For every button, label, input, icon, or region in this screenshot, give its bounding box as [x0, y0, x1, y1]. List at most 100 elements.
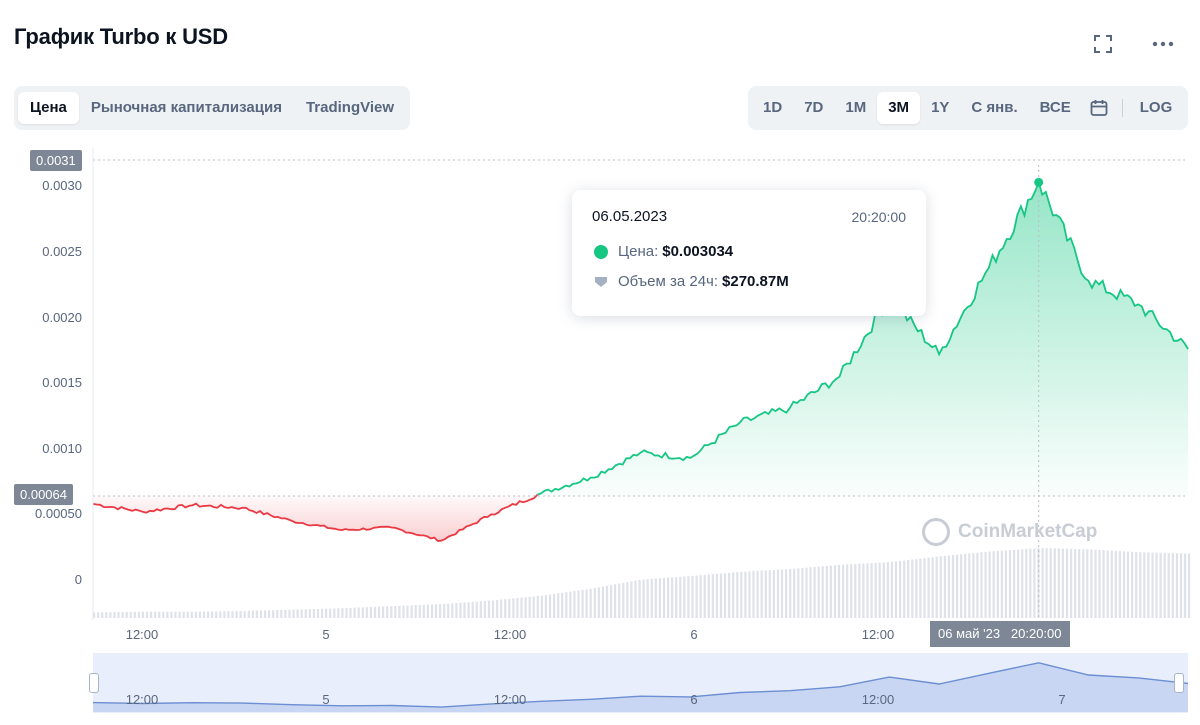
volume-bar — [1037, 548, 1040, 618]
volume-bar — [101, 612, 104, 618]
y-tick-label: 0.0015 — [42, 375, 82, 391]
volume-bar — [874, 562, 877, 618]
volume-bar — [565, 592, 568, 618]
navigator — [92, 653, 1189, 713]
volume-bar — [723, 573, 727, 618]
x-tick-label: 5 — [322, 627, 330, 642]
volume-bar — [992, 551, 995, 618]
volume-bar — [634, 580, 637, 618]
volume-bar — [988, 551, 991, 618]
volume-bar — [190, 611, 193, 618]
line-down-0 — [92, 494, 539, 542]
more-dots-icon[interactable] — [1151, 32, 1175, 56]
volume-bar — [93, 612, 96, 618]
volume-bar — [1013, 549, 1016, 618]
range-1d[interactable]: 1D — [763, 99, 783, 116]
volume-bar — [622, 582, 625, 618]
volume-bar — [491, 600, 495, 618]
volume-bar — [748, 571, 751, 618]
area-down-0 — [93, 494, 538, 541]
range-all[interactable]: ВСЕ — [1039, 99, 1071, 116]
navigator-tick-label: 12:00 — [125, 692, 159, 707]
volume-bar — [1135, 552, 1138, 618]
volume-bar — [597, 587, 600, 618]
volume-bar — [345, 608, 348, 618]
navigator-tick-label: 7 — [1058, 692, 1066, 707]
volume-bar — [243, 611, 246, 618]
volume-bar — [329, 608, 332, 618]
volume-bar — [418, 605, 421, 618]
navigator-tick-label: 5 — [322, 692, 330, 707]
volume-bar — [361, 607, 364, 618]
calendar-icon[interactable] — [1082, 99, 1116, 117]
volume-bar — [394, 606, 397, 618]
volume-bar — [752, 571, 755, 618]
range-divider — [1121, 99, 1123, 117]
expand-icon[interactable] — [1091, 32, 1115, 56]
range-3m[interactable]: 3M — [877, 92, 921, 124]
volume-bar — [813, 567, 816, 618]
navigator-left-handle[interactable] — [89, 673, 99, 693]
volume-bar — [219, 611, 222, 618]
volume-bar — [341, 608, 344, 618]
volume-bar — [479, 601, 482, 618]
volume-bar — [801, 568, 804, 618]
navigator-tick-label: 12:00 — [493, 692, 527, 707]
volume-bar — [736, 572, 739, 618]
tooltip-volume-label: Объем за 24ч: — [618, 273, 719, 290]
volume-bar — [980, 552, 983, 618]
volume-bar — [1126, 551, 1130, 618]
tooltip-price-label: Цена: — [618, 243, 659, 260]
volume-bar — [943, 555, 946, 618]
range-7d[interactable]: 7D — [804, 99, 824, 116]
volume-bar — [671, 577, 674, 618]
volume-bar — [97, 612, 100, 618]
volume-bar — [504, 599, 507, 618]
volume-bar — [1155, 552, 1158, 618]
volume-bar — [272, 610, 275, 618]
volume-bar — [984, 551, 987, 618]
y-tick-label: 0.0025 — [42, 243, 82, 259]
volume-bar — [890, 561, 893, 618]
tab-market-cap[interactable]: Рыночная капитализация — [90, 99, 282, 116]
navigator-right-handle[interactable] — [1174, 673, 1184, 693]
volume-bar — [540, 595, 543, 618]
volume-bar — [805, 567, 808, 618]
volume-bar — [911, 559, 914, 618]
y-tick-label: 0.0020 — [42, 309, 82, 325]
volume-bar — [390, 606, 393, 618]
range-1m[interactable]: 1M — [845, 99, 867, 116]
volume-bar — [662, 577, 666, 618]
volume-bar — [247, 610, 250, 618]
volume-bar — [1114, 550, 1117, 618]
tooltip: 06.05.2023 20:20:00 Цена: $0.003034 Объе… — [572, 190, 926, 316]
volume-bar — [829, 565, 832, 618]
volume-bar — [1033, 548, 1036, 618]
tab-price[interactable]: Цена — [18, 92, 79, 124]
volume-bar — [1151, 552, 1154, 618]
range-ytd[interactable]: С янв. — [971, 99, 1018, 116]
volume-bar — [117, 612, 120, 618]
volume-bar — [858, 563, 861, 618]
volume-bar — [447, 603, 450, 618]
range-1y[interactable]: 1Y — [931, 99, 950, 116]
x-tick-label: 6 — [690, 627, 698, 642]
range-tabs: 1D 7D 1M 3M 1Y С янв. ВСЕ LOG — [748, 86, 1188, 130]
tab-tradingview[interactable]: TradingView — [305, 99, 395, 116]
volume-bar — [960, 554, 963, 618]
line-up-1 — [537, 179, 1189, 496]
volume-bar — [158, 611, 161, 618]
range-log[interactable]: LOG — [1139, 99, 1173, 116]
volume-bar — [797, 568, 800, 618]
price-line — [92, 179, 1189, 542]
volume-bar — [585, 589, 588, 618]
volume-bar — [1041, 548, 1044, 618]
volume-bar — [699, 575, 702, 618]
volume-bar — [593, 588, 596, 618]
volume-bar — [569, 591, 572, 618]
volume-bar — [235, 611, 238, 618]
volume-bar — [1065, 548, 1069, 618]
volume-bar — [589, 588, 592, 618]
volume-bar — [776, 569, 780, 618]
